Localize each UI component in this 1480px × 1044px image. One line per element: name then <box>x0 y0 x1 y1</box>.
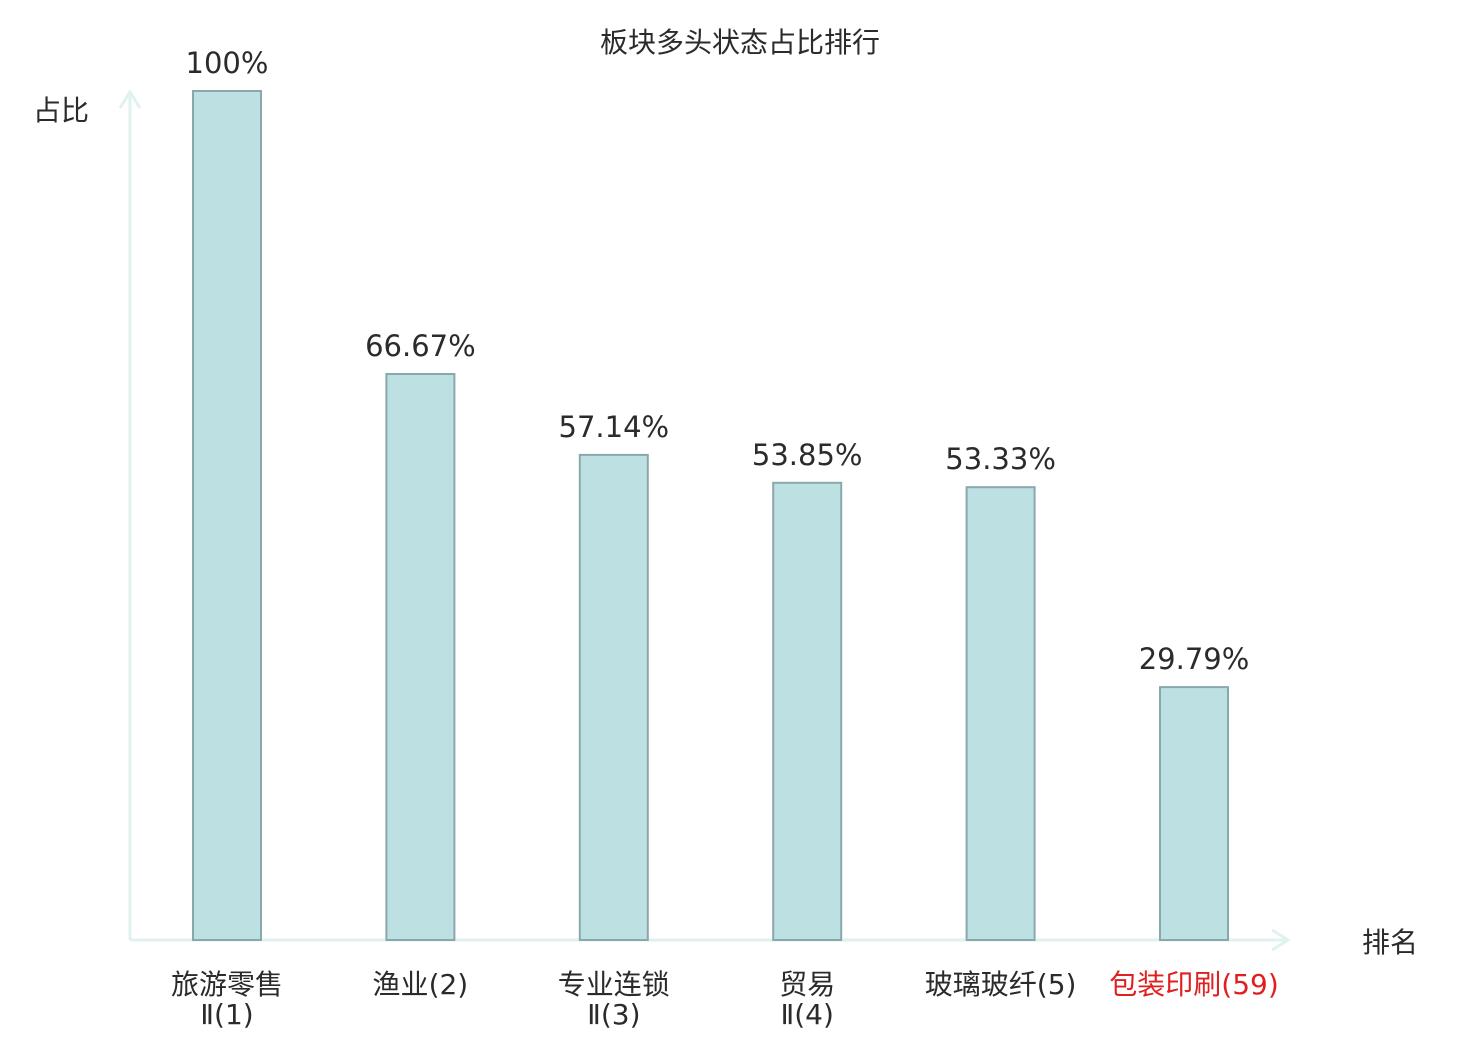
category-label-2: 渔业(2) <box>373 968 469 1001</box>
bar-6 <box>1159 686 1229 941</box>
category-rank-3: Ⅱ(3) <box>587 998 640 1031</box>
bar-1 <box>192 90 262 941</box>
category-name-2: 渔业 <box>373 968 429 1001</box>
bar-value-label-4: 53.85% <box>752 438 863 472</box>
category-label-4: 贸易 <box>779 968 835 1001</box>
bar-value-label-6: 29.79% <box>1139 642 1250 676</box>
y-axis <box>118 89 142 940</box>
category-rank-4: Ⅱ(4) <box>780 998 833 1031</box>
x-axis-label: 排名 <box>1362 926 1418 959</box>
chart-title: 板块多头状态占比排行 <box>600 26 880 59</box>
bar-4 <box>772 481 843 941</box>
category-name-6: 包装印刷 <box>1109 968 1221 1001</box>
category-label-1: 旅游零售 <box>171 968 283 1001</box>
bar-value-label-2: 66.67% <box>365 329 476 363</box>
category-name-5: 玻璃玻纤 <box>925 968 1037 1001</box>
bar-5 <box>965 486 1036 941</box>
bar-value-label-3: 57.14% <box>559 410 670 444</box>
category-label-3: 专业连锁 <box>558 968 670 1001</box>
category-rank-2: (2) <box>429 968 469 1001</box>
category-rank-5: (5) <box>1037 968 1077 1001</box>
category-rank-1: Ⅱ(1) <box>200 998 253 1031</box>
y-axis-label: 占比 <box>33 94 89 127</box>
bar-3 <box>578 453 649 941</box>
category-label-6: 包装印刷(59) <box>1109 968 1279 1001</box>
bar-value-label-5: 53.33% <box>945 442 1056 476</box>
category-rank-6: (59) <box>1221 968 1278 1001</box>
bar-2 <box>385 373 456 941</box>
category-label-5: 玻璃玻纤(5) <box>925 968 1077 1001</box>
bar-value-label-1: 100% <box>186 46 269 80</box>
x-axis <box>130 928 1291 952</box>
